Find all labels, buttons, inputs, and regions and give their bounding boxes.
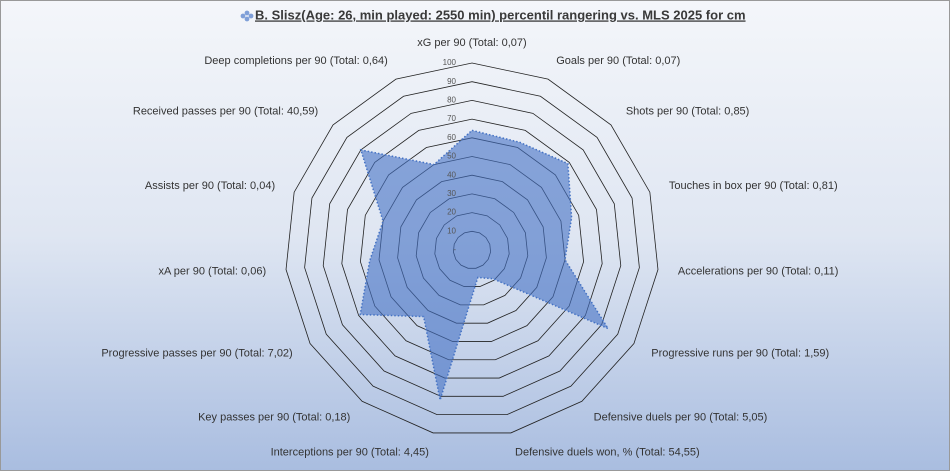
chart-title: B. Slisz(Age: 26, min played: 2550 min) … <box>255 7 746 22</box>
radar-area <box>359 129 610 401</box>
tick-label: 90 <box>447 77 456 86</box>
axis-label: Progressive passes per 90 (Total: 7,02) <box>101 347 292 359</box>
tick-label: 40 <box>447 170 456 179</box>
axis-label: Shots per 90 (Total: 0,85) <box>626 105 750 117</box>
tick-label: 50 <box>447 152 456 161</box>
tick-label: - <box>453 245 456 254</box>
tick-label: 100 <box>443 58 457 67</box>
axis-label: Key passes per 90 (Total: 0,18) <box>198 411 350 423</box>
axis-label: Assists per 90 (Total: 0,04) <box>145 180 275 192</box>
axis-label: xA per 90 (Total: 0,06) <box>159 266 267 278</box>
axis-label: xG per 90 (Total: 0,07) <box>417 37 526 49</box>
axis-label: Interceptions per 90 (Total: 4,45) <box>271 446 429 458</box>
axis-label: Defensive duels per 90 (Total: 5,05) <box>594 411 768 423</box>
axis-label: Defensive duels won, % (Total: 54,55) <box>515 446 700 458</box>
title-icon <box>240 10 254 22</box>
axis-label: Progressive runs per 90 (Total: 1,59) <box>651 347 829 359</box>
tick-label: 60 <box>447 133 456 142</box>
tick-label: 10 <box>447 226 456 235</box>
grid-ring <box>322 99 622 397</box>
axis-label: Received passes per 90 (Total: 40,59) <box>133 105 318 117</box>
tick-label: 20 <box>447 208 456 217</box>
grid-ring <box>285 62 659 434</box>
grid-ring <box>341 118 603 379</box>
tick-label: 80 <box>447 96 456 105</box>
axis-label: Goals per 90 (Total: 0,07) <box>556 55 680 67</box>
axis-label: Touches in box per 90 (Total: 0,81) <box>669 180 838 192</box>
axis-label: Accelerations per 90 (Total: 0,11) <box>678 266 839 278</box>
grid-ring <box>304 81 640 416</box>
tick-label: 30 <box>447 189 456 198</box>
tick-label: 70 <box>447 114 456 123</box>
axis-label: Deep completions per 90 (Total: 0,64) <box>204 55 387 67</box>
